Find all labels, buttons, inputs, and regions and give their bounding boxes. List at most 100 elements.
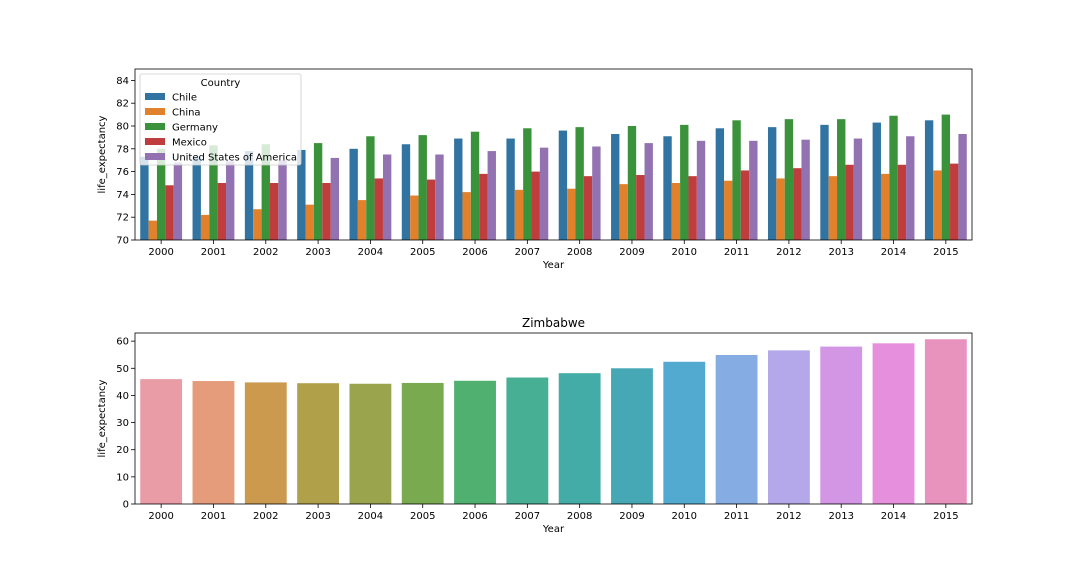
bar-zimbabwe [192, 381, 235, 504]
x-tick-label: 2007 [515, 247, 540, 258]
x-tick-label: 2008 [567, 247, 592, 258]
bar-united-states-of-america [853, 138, 863, 240]
legend-label: China [172, 108, 201, 119]
bar-zimbabwe [349, 383, 392, 504]
bar-zimbabwe [401, 382, 444, 504]
bar-china [357, 200, 367, 240]
bar-united-states-of-america [539, 147, 549, 240]
bar-germany [941, 114, 951, 240]
bar-china [567, 188, 576, 240]
bar-germany [418, 135, 427, 240]
legend-label: Mexico [172, 138, 207, 149]
bar-germany [732, 120, 741, 240]
bar-zimbabwe [715, 354, 758, 504]
y-tick-label: 82 [116, 99, 129, 110]
bar-zimbabwe [244, 382, 287, 504]
bar-china [828, 176, 838, 240]
x-tick-label: 2015 [933, 247, 958, 258]
y-tick-label: 30 [116, 418, 129, 429]
bar-united-states-of-america [278, 160, 287, 240]
y-tick-label: 74 [116, 190, 129, 201]
x-axis-label: Year [542, 524, 565, 535]
bar-germany [784, 119, 794, 240]
y-tick-label: 0 [123, 500, 129, 511]
x-tick-label: 2008 [567, 511, 592, 522]
y-tick-label: 50 [116, 364, 129, 375]
x-tick-label: 2000 [148, 511, 173, 522]
bar-chile [611, 133, 620, 240]
bar-mexico [636, 175, 645, 240]
bar-chile [192, 156, 201, 240]
legend-title: Country [201, 78, 241, 89]
legend-swatch [145, 93, 165, 100]
bar-germany [889, 115, 898, 240]
bar-mexico [740, 170, 750, 240]
bar-mexico [531, 171, 540, 240]
bar-china [619, 184, 628, 240]
y-axis-label: life_expectancy [97, 115, 108, 193]
plot-frame [134, 68, 973, 241]
x-tick-label: 2004 [358, 247, 383, 258]
bar-mexico [845, 164, 854, 240]
x-tick-label: 2014 [881, 247, 906, 258]
y-tick-label: 80 [116, 122, 129, 133]
chart-bottom-zimbabwe: 0 10 20 30 40 50 60 2000 2001 2002 2003 2004 2005 200… [97, 316, 973, 535]
bar-germany [575, 127, 584, 240]
bar-zimbabwe [924, 339, 967, 504]
bar-china [410, 195, 419, 240]
bar-united-states-of-america [801, 139, 810, 240]
y-tick-label: 60 [116, 337, 129, 348]
bar-united-states-of-america [592, 146, 601, 240]
bar-united-states-of-america [330, 157, 340, 240]
bar-zimbabwe [820, 346, 863, 504]
legend-box [139, 73, 302, 166]
x-tick-label: 2013 [828, 511, 853, 522]
plot-frame [134, 332, 973, 505]
bar-germany [837, 119, 846, 240]
bar-chile [558, 130, 568, 240]
bar-chile [244, 151, 254, 240]
bar-germany [156, 148, 166, 240]
bar-chile [663, 136, 672, 240]
bar-china [514, 189, 524, 240]
bar-chile [872, 122, 881, 240]
bar-zimbabwe [558, 373, 601, 504]
bar-mexico [322, 183, 331, 240]
x-tick-label: 2003 [305, 247, 330, 258]
x-tick-label: 2001 [201, 511, 226, 522]
legend-label: Germany [172, 123, 218, 134]
bar-united-states-of-america [435, 154, 444, 240]
bar-united-states-of-america [487, 151, 496, 240]
x-axis-label: Year [542, 260, 565, 271]
bar-chile [401, 144, 411, 240]
bar-china [880, 173, 890, 240]
legend-swatch [145, 153, 165, 160]
legend-swatch [145, 138, 165, 145]
bar-germany [680, 124, 689, 240]
x-tick-label: 2002 [253, 247, 278, 258]
bar-mexico [217, 183, 227, 240]
bar-china [776, 178, 785, 240]
bar-mexico [897, 164, 907, 240]
x-tick-label: 2001 [201, 247, 226, 258]
bar-mexico [583, 176, 593, 240]
bar-united-states-of-america [906, 136, 915, 240]
x-tick-label: 2002 [253, 511, 278, 522]
bar-china [724, 180, 733, 240]
x-tick-label: 2013 [828, 247, 853, 258]
y-tick-label: 40 [116, 391, 129, 402]
bar-mexico [165, 185, 174, 240]
x-tick-label: 2005 [410, 247, 435, 258]
bar-zimbabwe [454, 380, 496, 504]
y-axis-label: life_expectancy [97, 379, 108, 457]
x-tick-label: 2011 [724, 511, 749, 522]
x-tick-label: 2012 [776, 511, 801, 522]
bar-united-states-of-america [958, 133, 967, 240]
bar-chile [924, 120, 934, 240]
y-tick-label: 10 [116, 472, 129, 483]
x-tick-label: 2005 [410, 511, 435, 522]
bar-germany [209, 145, 218, 240]
x-tick-label: 2009 [619, 511, 644, 522]
chart-title: Zimbabwe [522, 316, 585, 330]
y-tick-label: 72 [116, 213, 129, 224]
